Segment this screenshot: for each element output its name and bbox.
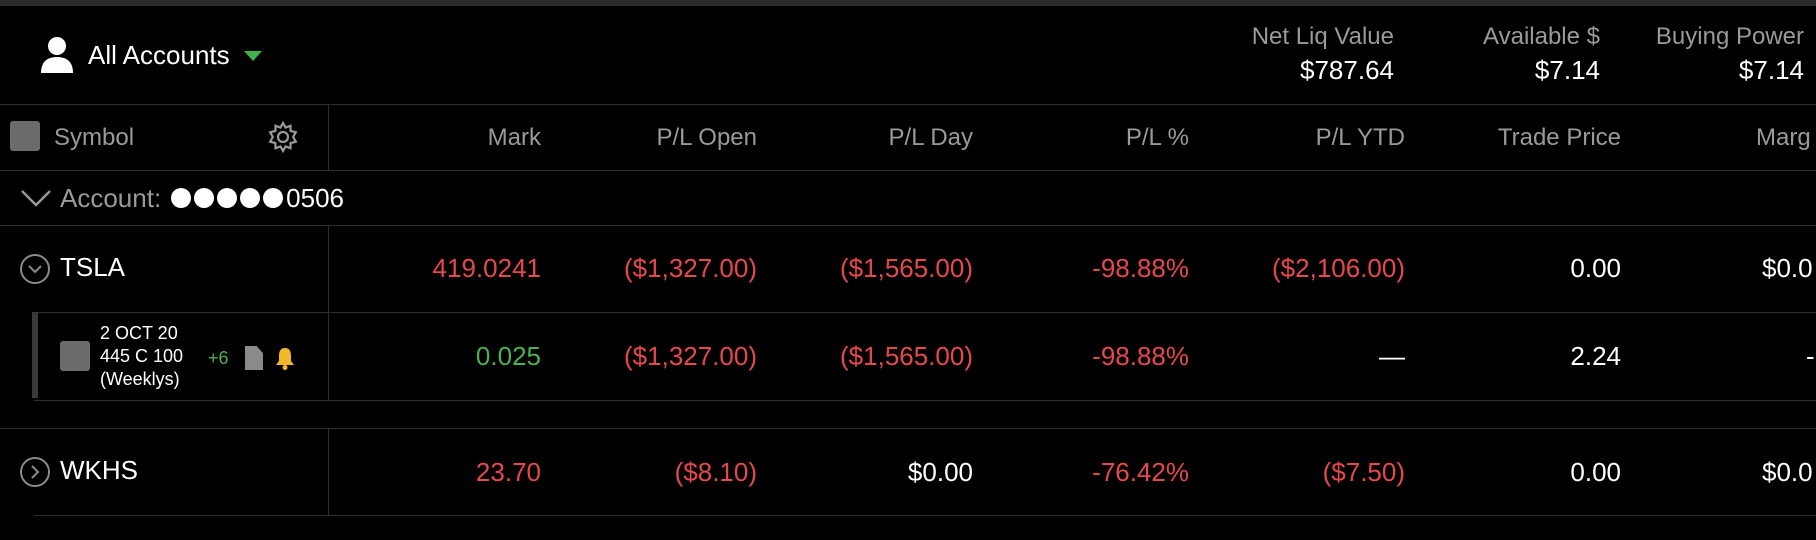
column-header-trade-price[interactable]: Trade Price (1497, 124, 1621, 151)
pl-pct-value: -98.88% (1092, 341, 1189, 371)
bell-icon[interactable] (275, 346, 295, 370)
net-liq-label: Net Liq Value (1251, 23, 1394, 50)
chevron-down-icon[interactable] (243, 51, 262, 61)
column-header-pl-ytd[interactable]: P/L YTD (1315, 124, 1405, 151)
net-liq-value: $787.64 (1300, 55, 1394, 85)
divider (34, 312, 1816, 313)
available-cash-metric: Available $ $7.14 (1483, 22, 1600, 88)
divider (0, 170, 1816, 171)
window-top-border (0, 0, 1816, 6)
option-series: (Weeklys) (100, 369, 180, 389)
mark-value: 23.70 (475, 457, 541, 487)
collapse-toggle-icon[interactable] (20, 254, 50, 284)
symbol-wkhs[interactable]: WKHS (60, 455, 138, 485)
column-header-pl-day[interactable]: P/L Day (888, 124, 973, 151)
margin-value: - (1806, 341, 1815, 371)
account-group-row[interactable]: Account: 0506 (20, 178, 344, 218)
pl-ytd-value: ($2,106.00) (1272, 253, 1405, 283)
divider (0, 104, 1816, 105)
gear-icon[interactable] (266, 120, 300, 154)
column-header-symbol[interactable]: Symbol (54, 124, 135, 151)
account-selector[interactable]: All Accounts (40, 30, 262, 80)
trade-price-value: 0.00 (1570, 253, 1621, 283)
more-legs-badge[interactable]: +6 (208, 348, 229, 368)
pl-open-value: ($1,327.00) (624, 341, 757, 371)
user-icon (41, 37, 73, 73)
column-header-pl-pct[interactable]: P/L % (1125, 124, 1189, 151)
column-divider (328, 428, 329, 515)
divider (34, 400, 1816, 401)
divider (0, 428, 1816, 429)
expand-toggle-icon[interactable] (20, 457, 50, 487)
divider (0, 225, 1816, 226)
document-icon[interactable] (245, 346, 263, 370)
available-cash-value: $7.14 (1534, 55, 1600, 85)
trade-price-value: 2.24 (1570, 341, 1621, 371)
margin-value: $0.0 (1762, 253, 1813, 283)
column-header-margin[interactable]: Marg (1756, 124, 1811, 151)
column-divider (328, 104, 329, 170)
column-header-pl-open[interactable]: P/L Open (656, 124, 757, 151)
net-liq-metric: Net Liq Value $787.64 (1252, 22, 1394, 88)
buying-power-label: Buying Power (1655, 23, 1804, 50)
option-date: 2 OCT 20 (100, 323, 178, 343)
buying-power-value: $7.14 (1738, 55, 1804, 85)
pl-pct-value: -98.88% (1092, 253, 1189, 283)
pl-day-value: $0.00 (907, 457, 973, 487)
select-all-checkbox[interactable] (10, 121, 40, 151)
option-symbol[interactable]: 2 OCT 20 445 C 100 (Weeklys) (100, 322, 183, 391)
mark-value: 419.0241 (432, 253, 541, 283)
column-header-mark[interactable]: Mark (487, 124, 541, 151)
margin-value: $0.0 (1762, 457, 1813, 487)
account-number-suffix: 0506 (286, 182, 345, 213)
pl-ytd-value: — (1379, 341, 1405, 371)
symbol-tsla[interactable]: TSLA (60, 252, 126, 282)
pl-ytd-value: ($7.50) (1322, 457, 1405, 487)
mark-value: 0.025 (475, 341, 541, 371)
trade-price-value: 0.00 (1570, 457, 1621, 487)
pl-pct-value: -76.42% (1092, 457, 1189, 487)
pl-day-value: ($1,565.00) (840, 253, 973, 283)
buying-power-metric: Buying Power $7.14 (1656, 22, 1804, 88)
pl-open-value: ($8.10) (674, 457, 757, 487)
chevron-down-icon[interactable] (20, 187, 52, 209)
option-strike: 445 C 100 (100, 346, 184, 366)
row-checkbox[interactable] (60, 341, 90, 371)
pl-day-value: ($1,565.00) (840, 341, 973, 371)
masked-account-dots (171, 188, 286, 208)
pl-open-value: ($1,327.00) (624, 253, 757, 283)
account-label: Account: (60, 182, 162, 213)
account-selector-label: All Accounts (88, 39, 230, 70)
position-indent-bar (32, 312, 38, 398)
column-divider (328, 225, 329, 400)
divider (34, 515, 1816, 516)
available-cash-label: Available $ (1483, 23, 1600, 50)
